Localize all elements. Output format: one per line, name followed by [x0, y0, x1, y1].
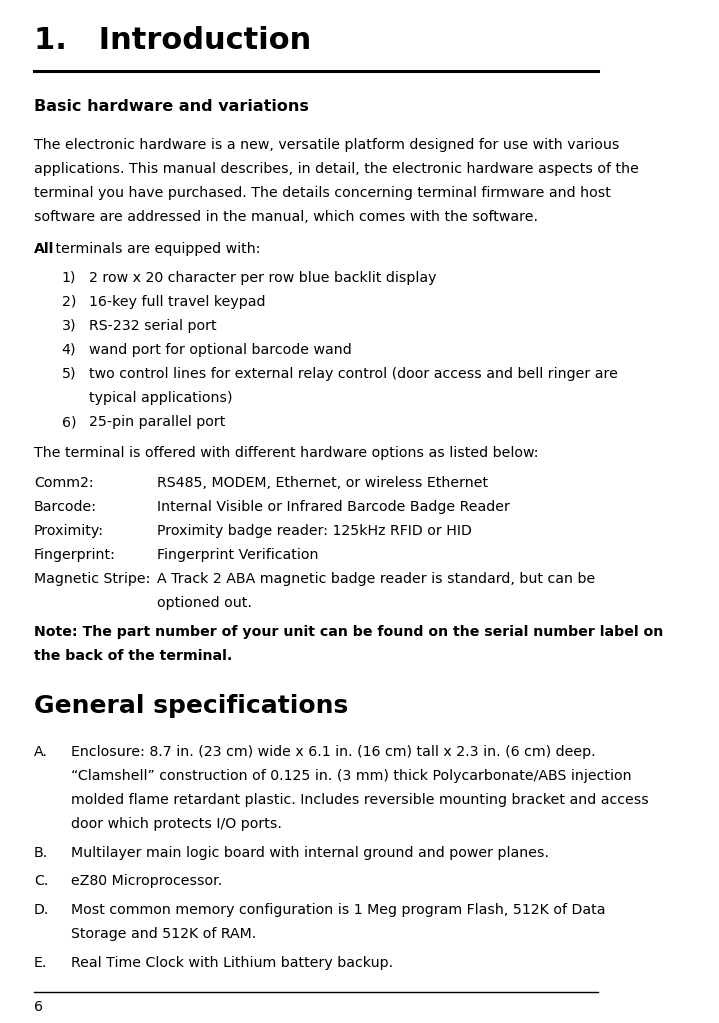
Text: Note: The part number of your unit can be found on the serial number label on: Note: The part number of your unit can b…: [34, 625, 663, 639]
Text: 2): 2): [62, 295, 76, 309]
Text: E.: E.: [34, 955, 47, 970]
Text: Enclosure: 8.7 in. (23 cm) wide x 6.1 in. (16 cm) tall x 2.3 in. (6 cm) deep.: Enclosure: 8.7 in. (23 cm) wide x 6.1 in…: [71, 745, 595, 759]
Text: Proximity badge reader: 125kHz RFID or HID: Proximity badge reader: 125kHz RFID or H…: [157, 524, 472, 538]
Text: 5): 5): [62, 367, 76, 381]
Text: “Clamshell” construction of 0.125 in. (3 mm) thick Polycarbonate/ABS injection: “Clamshell” construction of 0.125 in. (3…: [71, 769, 631, 783]
Text: RS485, MODEM, Ethernet, or wireless Ethernet: RS485, MODEM, Ethernet, or wireless Ethe…: [157, 476, 488, 490]
Text: 16-key full travel keypad: 16-key full travel keypad: [89, 295, 266, 309]
Text: A.: A.: [34, 745, 47, 759]
Text: typical applications): typical applications): [89, 391, 233, 405]
Text: The terminal is offered with different hardware options as listed below:: The terminal is offered with different h…: [34, 446, 539, 460]
Text: 4): 4): [62, 343, 76, 357]
Text: Barcode:: Barcode:: [34, 499, 97, 514]
Text: Comm2:: Comm2:: [34, 476, 93, 490]
Text: Magnetic Stripe:: Magnetic Stripe:: [34, 572, 150, 586]
Text: molded flame retardant plastic. Includes reversible mounting bracket and access: molded flame retardant plastic. Includes…: [71, 793, 649, 807]
Text: Internal Visible or Infrared Barcode Badge Reader: Internal Visible or Infrared Barcode Bad…: [157, 499, 510, 514]
Text: Proximity:: Proximity:: [34, 524, 104, 538]
Text: 25-pin parallel port: 25-pin parallel port: [89, 415, 226, 429]
Text: 6): 6): [62, 415, 76, 429]
Text: the back of the terminal.: the back of the terminal.: [34, 650, 232, 663]
Text: B.: B.: [34, 846, 48, 859]
Text: The electronic hardware is a new, versatile platform designed for use with vario: The electronic hardware is a new, versat…: [34, 138, 619, 152]
Text: terminal you have purchased. The details concerning terminal firmware and host: terminal you have purchased. The details…: [34, 186, 610, 201]
Text: Fingerprint:: Fingerprint:: [34, 547, 116, 562]
Text: wand port for optional barcode wand: wand port for optional barcode wand: [89, 343, 352, 357]
Text: A Track 2 ABA magnetic badge reader is standard, but can be: A Track 2 ABA magnetic badge reader is s…: [157, 572, 595, 586]
Text: two control lines for external relay control (door access and bell ringer are: two control lines for external relay con…: [89, 367, 618, 381]
Text: optioned out.: optioned out.: [157, 595, 252, 610]
Text: Most common memory configuration is 1 Meg program Flash, 512K of Data: Most common memory configuration is 1 Me…: [71, 903, 605, 917]
Text: applications. This manual describes, in detail, the electronic hardware aspects : applications. This manual describes, in …: [34, 163, 638, 176]
Text: 2 row x 20 character per row blue backlit display: 2 row x 20 character per row blue backli…: [89, 271, 437, 284]
Text: Storage and 512K of RAM.: Storage and 512K of RAM.: [71, 927, 256, 941]
Text: 1): 1): [62, 271, 76, 284]
Text: All: All: [34, 241, 54, 256]
Text: Basic hardware and variations: Basic hardware and variations: [34, 99, 308, 115]
Text: door which protects I/O ports.: door which protects I/O ports.: [71, 817, 282, 831]
Text: terminals are equipped with:: terminals are equipped with:: [51, 241, 261, 256]
Text: 1.   Introduction: 1. Introduction: [34, 26, 311, 54]
Text: C.: C.: [34, 875, 48, 888]
Text: Multilayer main logic board with internal ground and power planes.: Multilayer main logic board with interna…: [71, 846, 549, 859]
Text: 6: 6: [34, 1000, 43, 1015]
Text: 3): 3): [62, 319, 76, 332]
Text: eZ80 Microprocessor.: eZ80 Microprocessor.: [71, 875, 222, 888]
Text: Fingerprint Verification: Fingerprint Verification: [157, 547, 319, 562]
Text: Real Time Clock with Lithium battery backup.: Real Time Clock with Lithium battery bac…: [71, 955, 393, 970]
Text: General specifications: General specifications: [34, 694, 348, 718]
Text: D.: D.: [34, 903, 50, 917]
Text: RS-232 serial port: RS-232 serial port: [89, 319, 217, 332]
Text: software are addressed in the manual, which comes with the software.: software are addressed in the manual, wh…: [34, 211, 538, 224]
